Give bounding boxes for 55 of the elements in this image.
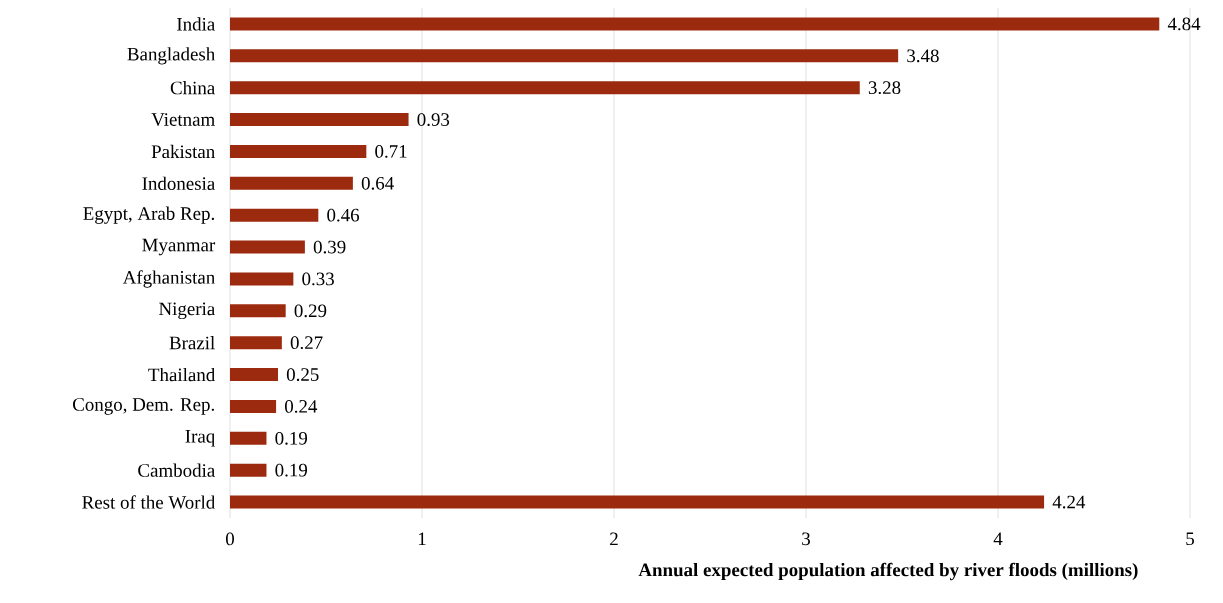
x-axis-title: Annual expected population affected by river floods (millions) <box>638 562 1138 581</box>
y-tick-label: Egypt, Arab Rep. <box>83 206 214 224</box>
data-label: 0.24 <box>285 400 318 413</box>
data-label: 0.25 <box>286 368 319 381</box>
bar <box>230 144 367 158</box>
bar <box>230 495 1045 509</box>
data-label: 0.71 <box>375 145 407 158</box>
y-tick-label: Vietnam <box>151 113 215 126</box>
bar <box>230 304 286 318</box>
y-tick-label: India <box>177 17 215 31</box>
bar <box>230 81 860 95</box>
y-tick-label: Thailand <box>148 367 216 382</box>
data-label: 4.24 <box>1052 495 1086 509</box>
y-tick-label: Nigeria <box>159 302 215 320</box>
bar <box>230 399 277 413</box>
data-label: 0.93 <box>417 113 450 126</box>
y-tick-label: Bangladesh <box>127 47 215 65</box>
bar <box>230 240 305 254</box>
data-label: 3.48 <box>907 49 939 63</box>
y-tick-label: Myanmar <box>142 238 216 256</box>
bar <box>230 208 319 222</box>
data-label: 0.29 <box>294 304 327 318</box>
y-tick-label: Brazil <box>169 336 215 350</box>
bar <box>230 49 899 63</box>
y-tick-label: Rest of the World <box>82 495 216 509</box>
y-tick-label: Congo, Dem. Rep. <box>73 398 214 415</box>
data-label: 3.28 <box>868 81 901 95</box>
bar <box>230 336 282 350</box>
bar <box>230 368 278 382</box>
data-label: 4.84 <box>1167 17 1201 31</box>
bar <box>230 113 409 127</box>
bar <box>230 431 267 445</box>
data-label: 0.27 <box>290 336 323 350</box>
x-tick-label: 1 <box>418 532 426 546</box>
bar <box>230 17 1160 31</box>
bar <box>230 463 267 477</box>
data-label: 0.64 <box>361 176 394 190</box>
data-label: 0.46 <box>327 208 360 222</box>
x-tick-label: 5 <box>1186 532 1194 546</box>
data-label: 0.19 <box>275 463 308 477</box>
data-label: 0.33 <box>302 272 334 286</box>
y-tick-label: Iraq <box>185 430 215 447</box>
data-label: 0.19 <box>275 431 308 445</box>
y-tick-label: Pakistan <box>151 144 215 159</box>
bar <box>230 176 353 190</box>
x-tick-label: 4 <box>993 532 1003 545</box>
x-tick-label: 3 <box>802 532 810 546</box>
y-tick-label: Afghanistan <box>122 270 215 288</box>
x-tick-label: 0 <box>225 532 234 546</box>
y-tick-label: China <box>170 81 215 95</box>
y-tick-label: Indonesia <box>142 176 215 190</box>
bar <box>230 272 294 286</box>
x-tick-label: 2 <box>610 532 618 546</box>
data-label: 0.39 <box>313 240 346 254</box>
y-tick-label: Cambodia <box>138 463 215 477</box>
